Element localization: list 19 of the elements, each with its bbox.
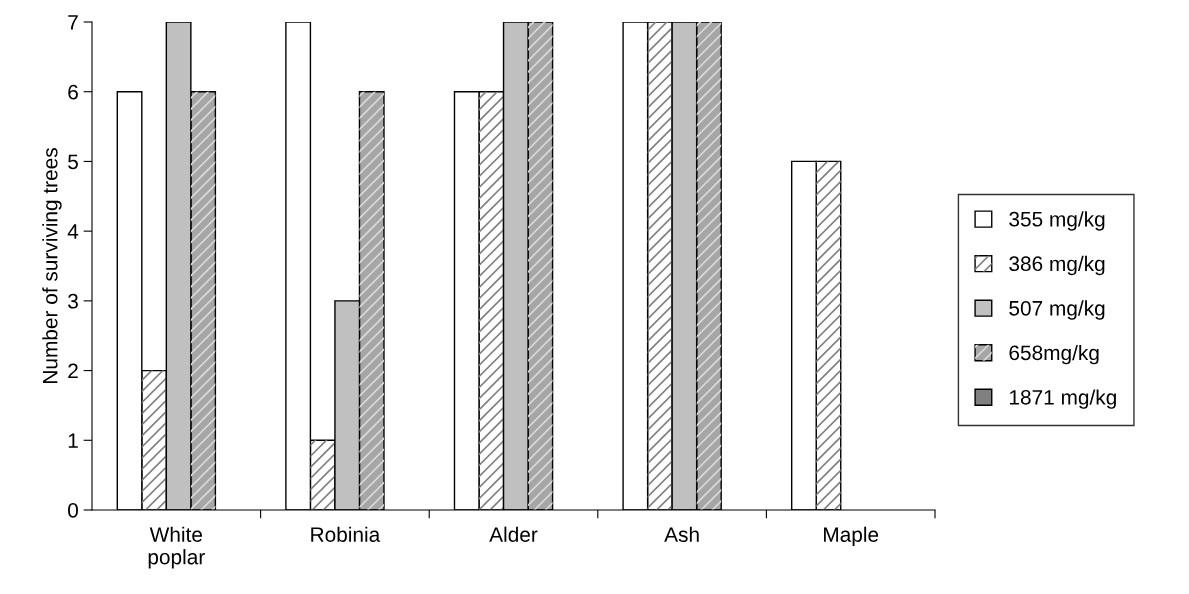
x-tick-label: Maple: [824, 526, 879, 547]
y-tick-label: 4: [67, 224, 79, 239]
y-axis-title: Number of surviving trees: [42, 148, 62, 383]
x-tick-label: Robinia: [311, 526, 381, 542]
x-tick-label: Alder: [489, 526, 538, 542]
legend-label: 386 mg/kg: [1009, 255, 1105, 276]
y-tick-label: 6: [68, 84, 78, 100]
x-tick-label: White poplar: [148, 526, 205, 569]
legend-label: 507 mg/kg: [1009, 300, 1105, 320]
y-tick-label: 7: [68, 15, 78, 30]
y-tick-label: 0: [68, 503, 78, 518]
legend-label: 658mg/kg: [1009, 344, 1099, 365]
legend-label: 1871 mg/kg: [1010, 389, 1116, 409]
y-tick-label: 3: [68, 293, 78, 309]
y-tick-label: 1: [68, 433, 78, 448]
y-tick-label: 5: [68, 154, 78, 170]
legend-label: 355 mg/kg: [1009, 211, 1105, 231]
x-tick-label: Ash: [664, 526, 699, 542]
y-tick-label: 2: [68, 363, 78, 379]
